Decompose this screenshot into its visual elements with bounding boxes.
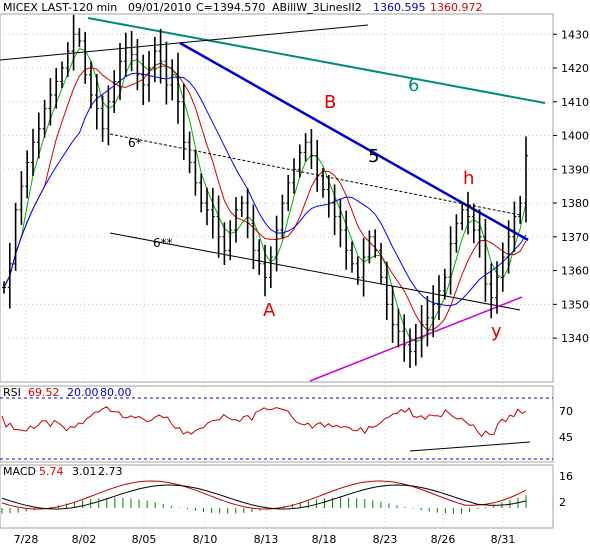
channel-line-6-double-star	[109, 232, 521, 311]
header-band-lower: 1360.972	[430, 1, 483, 14]
y-tick-label: 1420	[561, 62, 589, 75]
panel-frames	[0, 13, 554, 529]
y-axis-ticks: 1340 1350 1360 1370 1380 1390 1400 1410 1420 1430	[553, 28, 589, 345]
x-tick-label: 8/05	[132, 533, 157, 546]
x-tick-label: 8/10	[193, 533, 218, 546]
trendline-5	[179, 41, 529, 242]
rsi-level-low: 20.00	[67, 386, 99, 399]
y-tick-label: 1410	[561, 96, 589, 109]
x-tick-label: 7/28	[14, 533, 39, 546]
x-tick-label: 8/31	[491, 533, 516, 546]
y-tick-label: 1360	[561, 265, 589, 278]
rsi-value: 69.52	[28, 386, 60, 399]
label-6-double-star: 6**	[153, 236, 173, 250]
macd-value: 5.74	[39, 465, 64, 478]
chart-header: MICEX LAST-120 min 09/01/2010 C=1394.570…	[3, 1, 483, 14]
trendline-6	[87, 17, 546, 104]
x-tick-label: 8/26	[431, 533, 456, 546]
price-bars	[2, 14, 528, 368]
label-h: h	[463, 168, 474, 189]
label-6: 6	[408, 75, 419, 96]
x-tick-label: 8/13	[254, 533, 279, 546]
y-tick-label: 1430	[561, 28, 589, 41]
rsi-label: RSI	[3, 386, 21, 399]
upper-channel-line	[0, 24, 369, 61]
x-tick-label: 8/23	[373, 533, 398, 546]
macd-line	[1, 480, 527, 510]
rsi-panel: RSI 69.52 20.00 80.00 70 45	[0, 386, 573, 460]
label-b: B	[324, 92, 336, 113]
macd-signal: 3.01	[72, 465, 97, 478]
macd-tick-2: 2	[559, 496, 566, 509]
annotations: A B 5 6 h y 6* 6**	[128, 75, 502, 342]
macd-hist: 2.73	[98, 465, 123, 478]
label-6-star: 6*	[128, 136, 142, 150]
rsi-line	[1, 406, 527, 438]
rsi-trendline	[409, 441, 531, 452]
y-tick-label: 1400	[561, 130, 589, 143]
macd-signal-line	[1, 484, 527, 510]
header-date: 09/01/2010	[128, 1, 191, 14]
x-tick-label: 8/18	[312, 533, 337, 546]
x-axis-ticks: 7/28 8/02 8/05 8/10 8/13 8/18 8/23 8/26 8/31	[14, 533, 516, 546]
macd-tick-16: 16	[559, 470, 573, 483]
macd-label: MACD	[3, 465, 36, 478]
grid	[0, 14, 553, 528]
y-tick-label: 1350	[561, 298, 589, 311]
rsi-level-high: 80.00	[100, 386, 132, 399]
x-tick-label: 8/02	[72, 533, 97, 546]
rsi-tick-70: 70	[559, 405, 573, 418]
y-tick-label: 1380	[561, 197, 589, 210]
label-5: 5	[368, 146, 379, 167]
label-a: A	[263, 300, 276, 321]
y-tick-label: 1370	[561, 231, 589, 244]
rsi-tick-45: 45	[559, 431, 573, 444]
label-y: y	[491, 321, 502, 342]
header-band-upper: 1360.595	[373, 1, 426, 14]
macd-panel: MACD 5.74 3.01 2.73 16 2	[1, 465, 573, 514]
header-close: C=1394.570	[196, 1, 265, 14]
y-tick-label: 1390	[561, 163, 589, 176]
header-symbol: MICEX LAST-120 min	[3, 1, 117, 14]
y-tick-label: 1340	[561, 332, 589, 345]
header-indicator: ABillW_3LinesII2	[272, 1, 362, 14]
